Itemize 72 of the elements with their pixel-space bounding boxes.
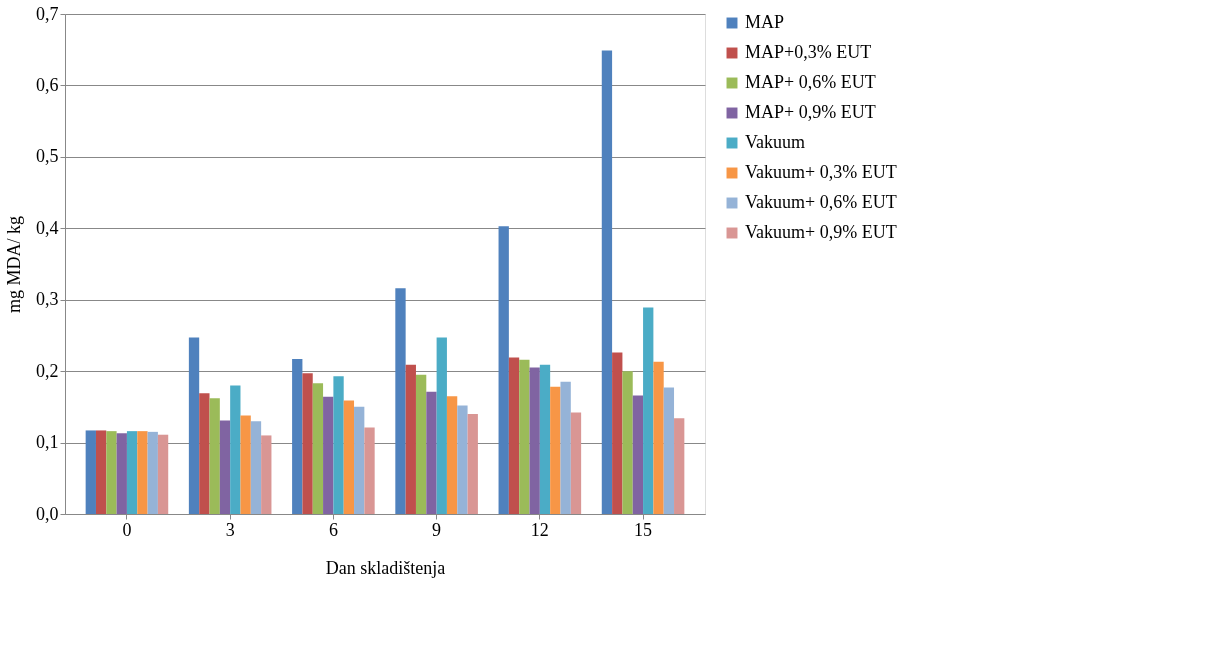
- bar: [199, 393, 210, 514]
- y-tick-label: 0,5: [36, 146, 59, 167]
- bar: [240, 415, 251, 514]
- bar: [529, 367, 540, 514]
- bar: [147, 431, 158, 514]
- x-tick-label: 12: [530, 519, 549, 540]
- bar: [653, 361, 664, 514]
- bar: [219, 420, 231, 514]
- y-tick-label: 0,7: [36, 3, 59, 24]
- y-tick-label: 0,3: [36, 289, 59, 310]
- bar: [436, 337, 447, 514]
- legend-label: MAP+ 0,6% EUT: [745, 72, 876, 92]
- bar: [106, 431, 117, 514]
- bar: [539, 364, 551, 514]
- legend-label: Vakuum: [745, 132, 805, 152]
- bar: [395, 288, 406, 514]
- x-tick-label: 15: [634, 519, 653, 540]
- y-tick-label: 0,2: [36, 360, 59, 381]
- y-tick-label: 0,4: [36, 217, 59, 238]
- bar: [508, 357, 520, 514]
- legend-label: MAP: [745, 12, 785, 32]
- bar: [354, 406, 365, 514]
- bar: [126, 431, 138, 514]
- bar: [426, 391, 437, 514]
- bar: [467, 414, 478, 514]
- x-axis-title: Dan skladištenja: [325, 557, 446, 578]
- bar: [622, 371, 633, 514]
- bar: [405, 364, 416, 514]
- bar: [333, 376, 344, 514]
- bar: [364, 427, 375, 514]
- bar: [302, 373, 313, 514]
- bar: [85, 430, 96, 514]
- y-tick-label: 0,0: [36, 503, 59, 524]
- legend-label: Vakuum+ 0,3% EUT: [745, 162, 897, 182]
- bar: [343, 400, 355, 514]
- x-tick-label: 9: [432, 519, 442, 540]
- bar: [137, 431, 148, 514]
- bar: [498, 226, 509, 514]
- bar: [457, 405, 468, 514]
- bar: [230, 385, 241, 514]
- y-axis-title: mg MDA/ kg: [4, 215, 24, 314]
- x-tick-label: 0: [122, 519, 132, 540]
- bar: [446, 396, 458, 514]
- bar: [663, 387, 675, 514]
- x-tick-label: 3: [225, 519, 235, 540]
- bar: [95, 430, 107, 514]
- bar: [188, 337, 200, 514]
- bar: [550, 386, 561, 514]
- bar: [601, 50, 613, 514]
- bar: [312, 383, 324, 514]
- bar: [261, 435, 272, 514]
- legend-label: Vakuum+ 0,6% EUT: [745, 192, 897, 212]
- legend-label: Vakuum+ 0,9% EUT: [745, 222, 897, 242]
- bar: [250, 421, 262, 514]
- bar: [560, 381, 571, 514]
- y-tick-label: 0,1: [36, 432, 59, 453]
- bar: [323, 396, 334, 514]
- bar: [157, 434, 169, 514]
- bar: [643, 307, 654, 514]
- bar: [209, 398, 220, 514]
- bar: [612, 352, 623, 514]
- legend-label: MAP+0,3% EUT: [745, 42, 872, 62]
- bar: [415, 374, 427, 514]
- bar: [519, 359, 530, 514]
- bar: [292, 359, 303, 514]
- x-tick-label: 6: [328, 519, 338, 540]
- legend-label: MAP+ 0,9% EUT: [745, 102, 876, 122]
- y-tick-label: 0,6: [36, 74, 59, 95]
- bar: [570, 412, 582, 514]
- bar: [116, 433, 127, 514]
- bar: [632, 395, 644, 514]
- bar: [674, 418, 685, 514]
